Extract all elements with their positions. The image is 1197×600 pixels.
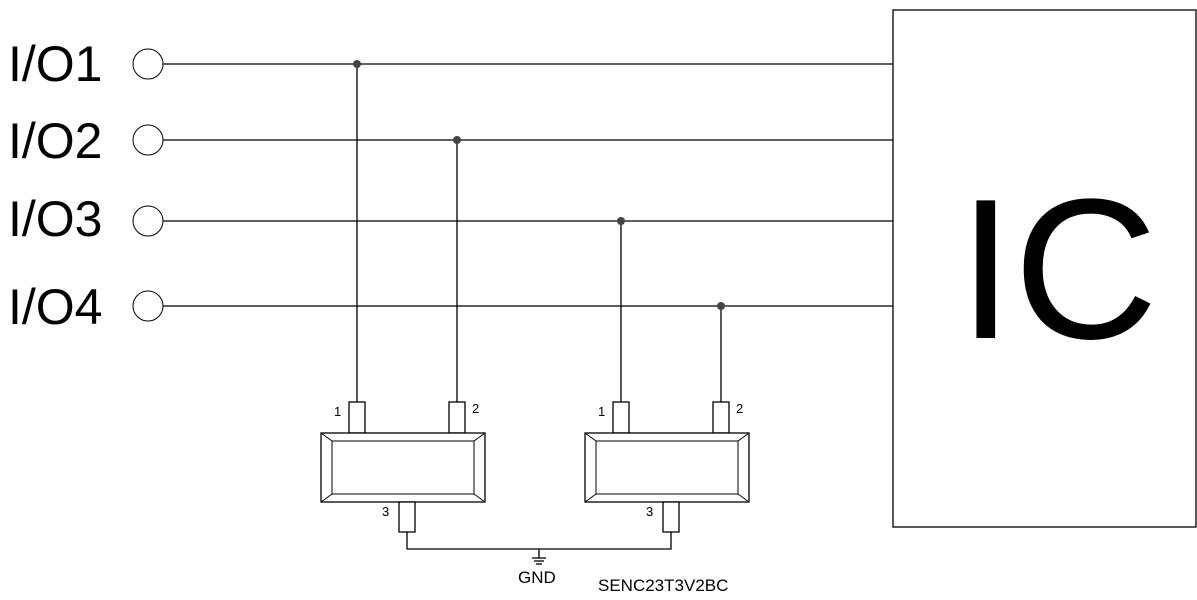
ground-label: GND bbox=[518, 568, 556, 587]
device-2-pin-3 bbox=[662, 501, 680, 533]
io-label-1: I/O1 bbox=[8, 36, 102, 92]
ic-block: IC bbox=[892, 9, 1197, 528]
device-2-body bbox=[584, 432, 750, 503]
device-1-pin-1-label: 1 bbox=[334, 404, 341, 419]
part-number-label: SENC23T3V2BC bbox=[598, 576, 728, 595]
junction-dot-1 bbox=[353, 60, 361, 68]
device-1-body-inner bbox=[331, 440, 475, 495]
junction-dot-3 bbox=[617, 217, 625, 225]
device-1-pin-3-label: 3 bbox=[382, 504, 389, 519]
io-line-2: I/O2 bbox=[8, 113, 893, 169]
device-2-body-inner bbox=[595, 440, 739, 495]
ic-outline bbox=[892, 9, 1197, 528]
junction-dot-4 bbox=[717, 302, 725, 310]
ground-bus-wire bbox=[406, 532, 672, 550]
io-terminal-3 bbox=[132, 205, 164, 237]
ic-label: IC bbox=[958, 158, 1158, 381]
io-label-2: I/O2 bbox=[8, 113, 102, 169]
device-1-body bbox=[320, 432, 486, 503]
tvs-device-1: 1 2 3 bbox=[320, 401, 486, 533]
io-line-1: I/O1 bbox=[8, 36, 893, 92]
ground-symbol bbox=[532, 549, 546, 565]
junction-dot-2 bbox=[453, 136, 461, 144]
device-1-pin-1 bbox=[348, 401, 366, 434]
device-1-pin-2-label: 2 bbox=[472, 401, 479, 416]
device-2-pin-2 bbox=[712, 401, 730, 434]
io-terminal-4 bbox=[132, 290, 164, 322]
device-2-pin-2-label: 2 bbox=[736, 401, 743, 416]
device-2-pin-3-label: 3 bbox=[646, 504, 653, 519]
io-line-4: I/O4 bbox=[8, 279, 893, 335]
io-label-3: I/O3 bbox=[8, 191, 102, 247]
device-1-pin-3 bbox=[398, 501, 416, 533]
tvs-device-2: 1 2 3 bbox=[584, 401, 750, 533]
io-label-4: I/O4 bbox=[8, 279, 102, 335]
io-terminal-2 bbox=[132, 124, 164, 156]
io-terminal-1 bbox=[132, 48, 164, 80]
io-line-3: I/O3 bbox=[8, 191, 893, 247]
device-2-pin-1-label: 1 bbox=[598, 404, 605, 419]
device-1-pin-2 bbox=[448, 401, 466, 434]
device-2-pin-1 bbox=[612, 401, 630, 434]
